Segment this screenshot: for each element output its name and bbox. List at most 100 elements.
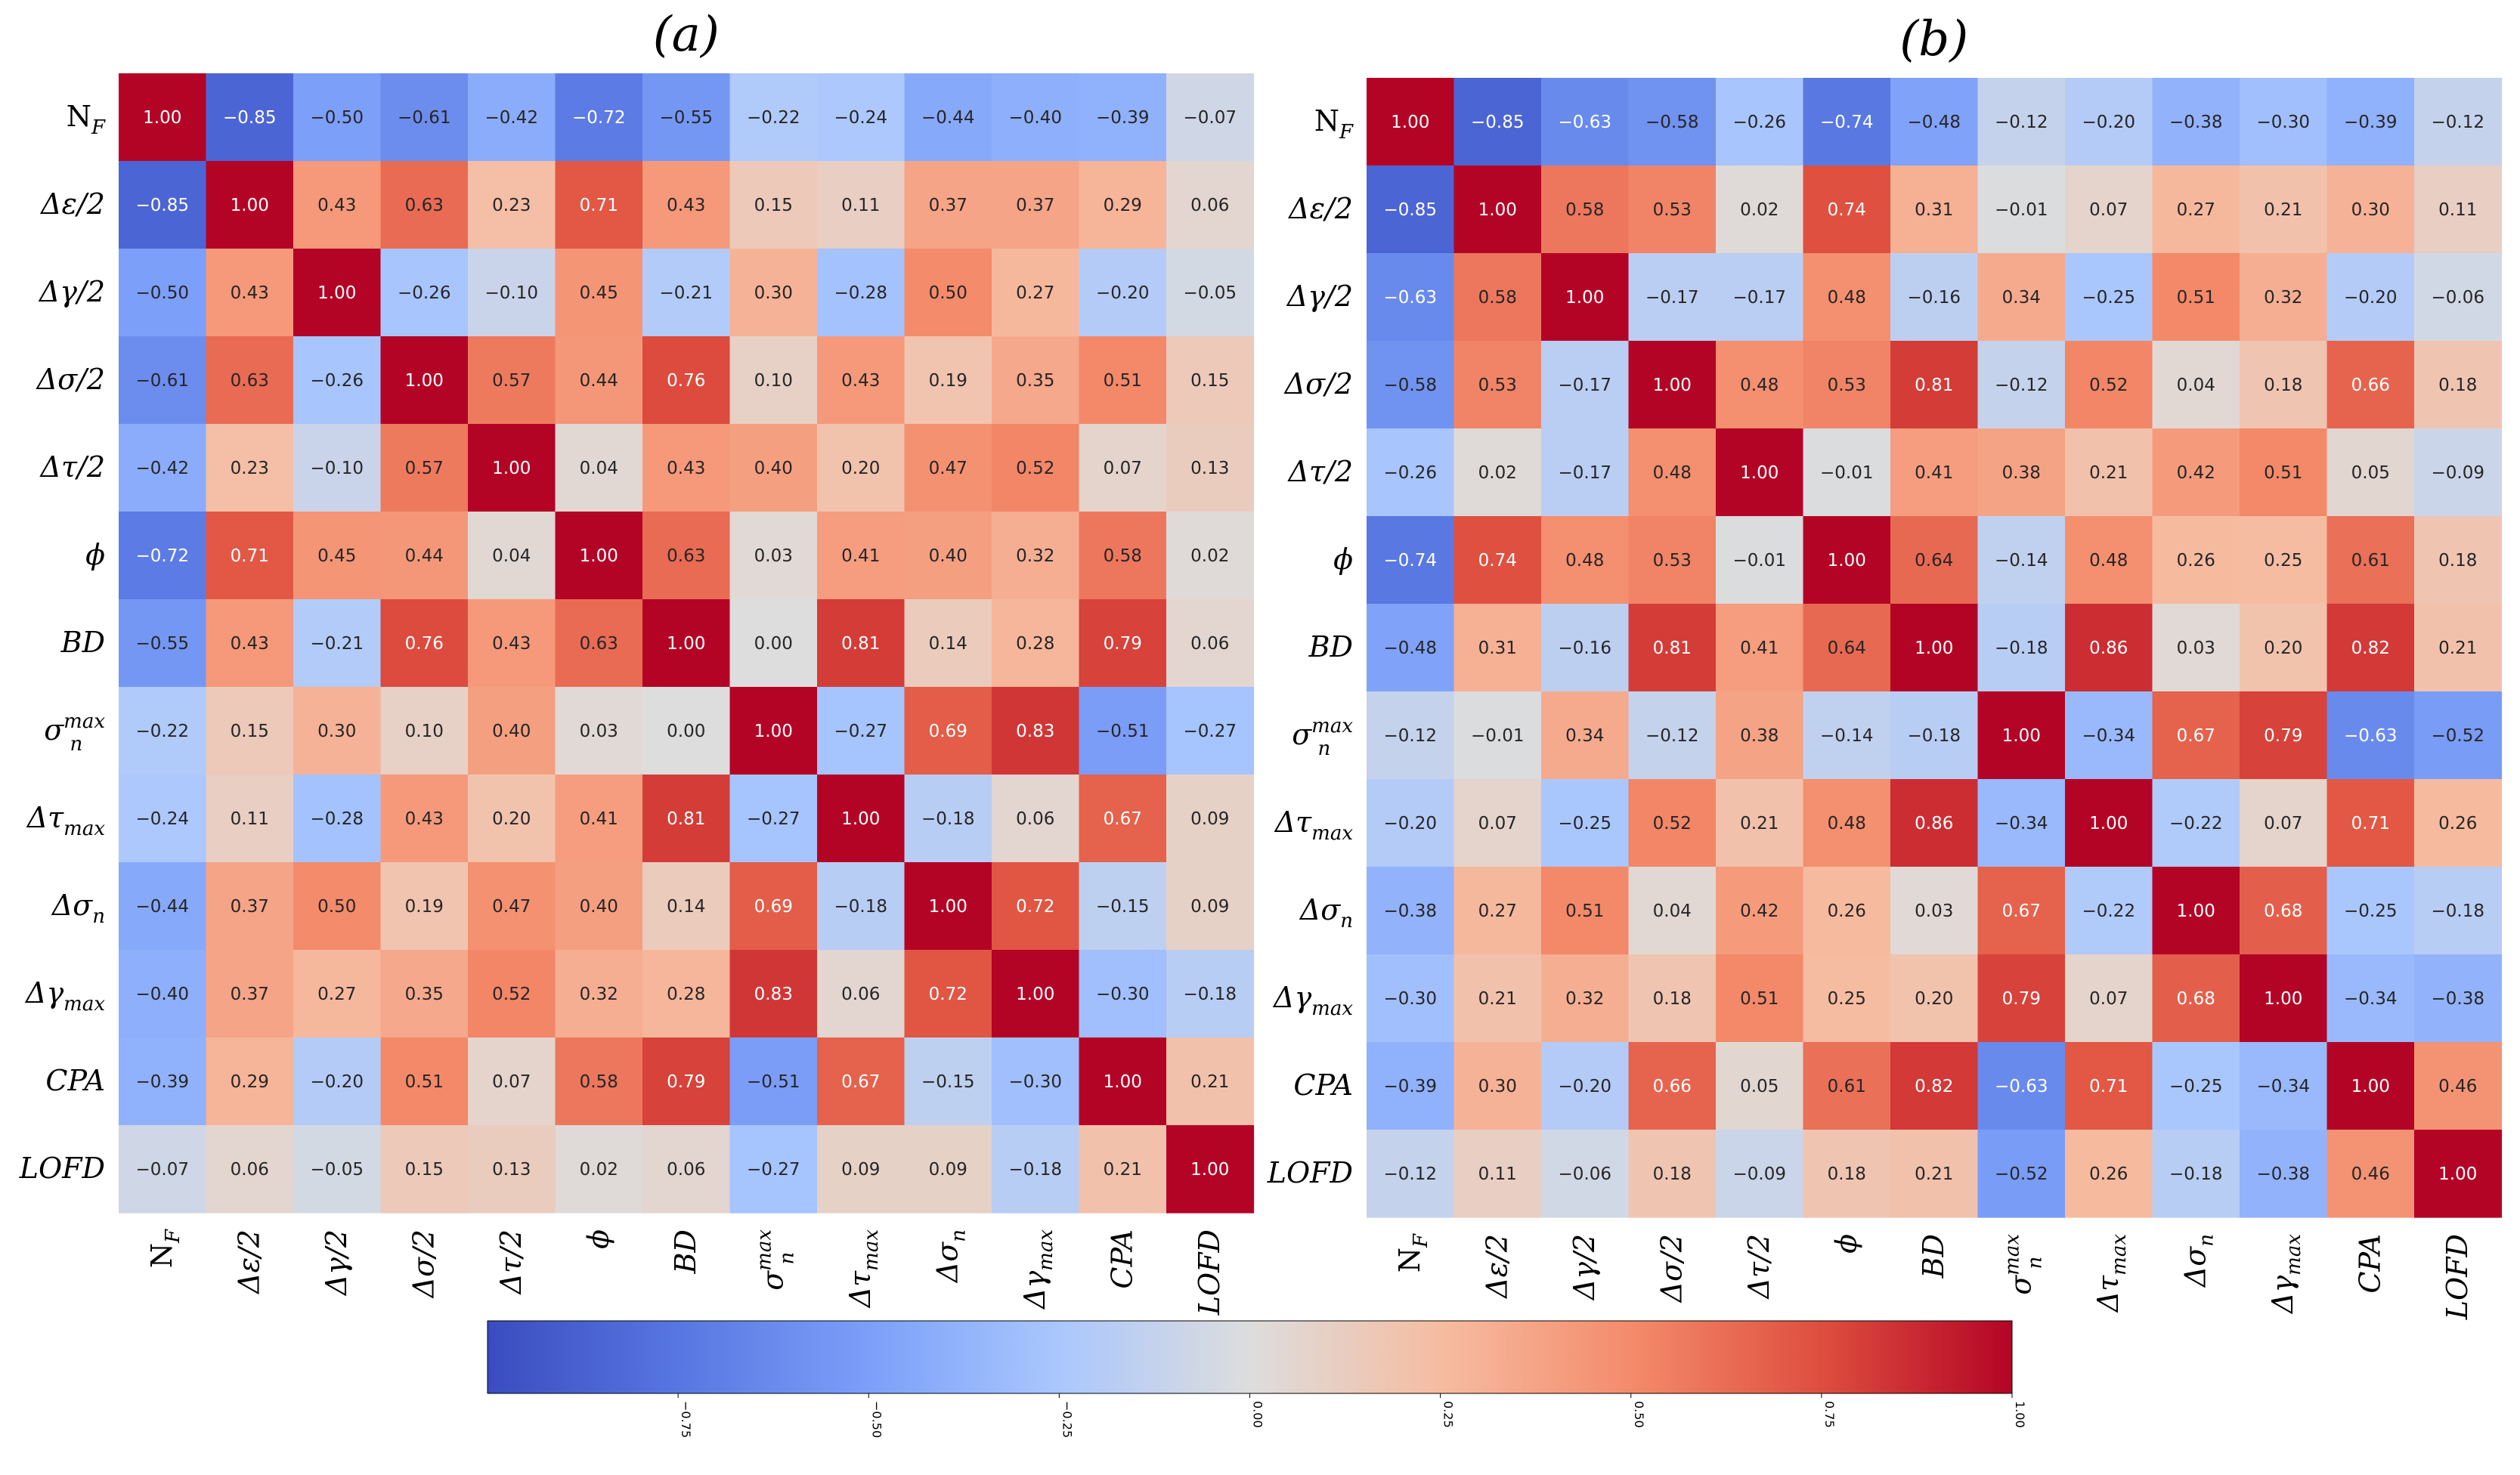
heatmap-cell [2152, 428, 2240, 517]
heatmap-cell [206, 687, 294, 775]
cell-value: −0.18 [921, 809, 974, 829]
heatmap-cell [2414, 867, 2503, 955]
cell-value: −0.63 [1995, 1077, 2048, 1096]
heatmap-cell [1803, 1042, 1891, 1130]
col-label: Δγmax [2266, 1234, 2305, 1315]
col-label: BD [669, 1229, 702, 1274]
cell-value: −0.26 [1384, 463, 1437, 483]
heatmap-cell [817, 599, 906, 688]
cell-value: 0.32 [1016, 546, 1054, 566]
cell-value: −0.51 [747, 1072, 800, 1092]
col-label: Δγ/2 [1568, 1234, 1601, 1301]
heatmap-cell [729, 73, 818, 162]
cell-value: 0.58 [1478, 288, 1517, 308]
heatmap-cell [2152, 253, 2240, 342]
heatmap-cell [1453, 604, 1542, 692]
heatmap-cell [1453, 867, 1542, 955]
cell-value: −0.63 [1384, 288, 1437, 308]
cell-value: 0.52 [2089, 376, 2128, 395]
cell-value: 0.61 [1828, 1077, 1866, 1096]
cell-value: 0.58 [1565, 200, 1604, 220]
heatmap-cell [1716, 1130, 1804, 1218]
col-label: LOFD [2441, 1234, 2474, 1320]
heatmap-cell [729, 950, 818, 1038]
colorbar-tick-label: 0.75 [1822, 1401, 1837, 1428]
heatmap-cell [380, 950, 469, 1038]
col-label: σmaxn [2001, 1234, 2046, 1295]
heatmap-cell [1541, 428, 1630, 517]
cell-value: −0.85 [136, 196, 189, 215]
heatmap-cell [1977, 341, 2066, 429]
row-label: σmax n [1292, 715, 1353, 760]
cell-value: 0.18 [1653, 989, 1692, 1009]
heatmap-cell [2414, 428, 2503, 517]
heatmap-cell [1716, 253, 1804, 342]
heatmap-cell [1628, 78, 1717, 166]
row-label: BD [1308, 630, 1353, 663]
heatmap-cell [293, 950, 382, 1038]
heatmap-cell [380, 1125, 469, 1214]
cell-value: 1.00 [2177, 901, 2215, 921]
cell-value: −0.55 [660, 108, 713, 128]
heatmap-cell [1890, 779, 1979, 867]
cell-value: 0.21 [2089, 463, 2128, 483]
heatmap-cell [904, 73, 992, 162]
cell-value: −0.05 [1184, 283, 1237, 303]
heatmap-cell [1803, 78, 1891, 166]
heatmap-cell [1079, 424, 1167, 512]
cell-value: 1.00 [1653, 376, 1692, 395]
heatmap-cell [1166, 161, 1255, 249]
heatmap-cell [468, 161, 556, 249]
row-label: LOFD [19, 1152, 105, 1185]
heatmap-cell [293, 1037, 382, 1126]
heatmap-cell [2327, 604, 2415, 692]
cell-value: −0.25 [2082, 288, 2135, 308]
cell-value: 0.72 [929, 985, 967, 1004]
cell-value: 0.11 [231, 809, 269, 829]
cell-value: 0.48 [2089, 551, 2128, 571]
heatmap-cell [1453, 1042, 1542, 1130]
cell-value: 0.71 [2089, 1077, 2128, 1096]
heatmap-cell [1628, 428, 1717, 517]
heatmap-cell [904, 336, 992, 425]
cell-value: −0.10 [485, 283, 538, 303]
heatmap-cell [2152, 1130, 2240, 1218]
heatmap-cell [2414, 78, 2503, 166]
cell-value: 0.05 [1740, 1077, 1779, 1096]
cell-value: −0.30 [1096, 985, 1149, 1004]
heatmap-cell [206, 1125, 294, 1214]
heatmap-cell [1541, 779, 1630, 867]
cell-value: 0.28 [1016, 634, 1054, 654]
heatmap-cell [206, 950, 294, 1038]
cell-value: 1.00 [1740, 463, 1779, 483]
heatmap-cell [1079, 249, 1167, 337]
cell-value: −0.18 [1995, 639, 2048, 658]
heatmap-cell [206, 512, 294, 600]
cell-value: 0.18 [2264, 376, 2302, 395]
panel-title: (a) [653, 7, 720, 63]
heatmap-cell [380, 161, 469, 249]
cell-value: 0.52 [492, 985, 531, 1004]
heatmap-cell [904, 512, 992, 600]
heatmap-cell [817, 249, 906, 337]
colorbar-tick-label: −0.50 [869, 1401, 884, 1438]
heatmap-cell [555, 161, 643, 249]
col-label: ϕ [581, 1229, 615, 1249]
heatmap-cell [1367, 428, 1455, 517]
row-label: CPA [1293, 1068, 1353, 1102]
heatmap-cell [380, 336, 469, 425]
cell-value: 0.83 [754, 985, 793, 1004]
row-label: Δγ/2 [1286, 280, 1353, 313]
cell-value: 0.37 [929, 196, 967, 215]
cell-value: 0.45 [317, 546, 356, 566]
cell-value: −0.52 [1995, 1164, 2048, 1184]
cell-value: 0.58 [580, 1072, 618, 1092]
cell-value: 0.07 [2089, 989, 2128, 1009]
cell-value: 0.27 [1016, 283, 1054, 303]
cell-value: 0.02 [1190, 546, 1229, 566]
cell-value: 0.35 [405, 985, 444, 1004]
heatmap-cell [1367, 1130, 1455, 1218]
heatmap-cell [1890, 253, 1979, 342]
heatmap-cell [729, 1125, 818, 1214]
heatmap-cell [1541, 954, 1630, 1043]
